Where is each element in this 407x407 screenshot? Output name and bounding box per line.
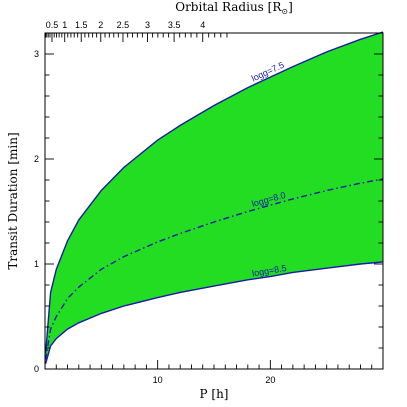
x-tick-label-2: 20 xyxy=(265,375,275,385)
x-axis-title: P [h] xyxy=(200,387,229,401)
series-line-3 xyxy=(44,261,384,364)
top-axis-title: Orbital Radius [R⊙] xyxy=(175,0,293,16)
top-tick-label-6: 3 xyxy=(145,20,150,30)
tick-marks xyxy=(45,33,383,369)
top-axis-title-sub: ⊙ xyxy=(281,7,288,16)
series-line-1 xyxy=(44,31,384,354)
y-tick-label-3: 2 xyxy=(34,154,39,164)
y-tick-label-4: 3 xyxy=(34,49,39,59)
top-tick-label-3: 1.5 xyxy=(75,20,88,30)
top-tick-label-4: 2 xyxy=(98,20,103,30)
y-axis-title: Transit Duration [min] xyxy=(6,132,20,269)
series-layer xyxy=(44,31,384,364)
y-tick-label-1: 0 xyxy=(34,364,39,374)
duration-band-fill xyxy=(45,32,383,364)
top-axis-title-close: ] xyxy=(288,0,293,14)
series-line-2 xyxy=(44,178,384,360)
top-tick-label-5: 2.5 xyxy=(117,20,130,30)
y-tick-label-2: 1 xyxy=(34,259,39,269)
top-tick-label-2: 1 xyxy=(62,20,67,30)
top-tick-label-8: 4 xyxy=(200,20,205,30)
x-tick-label-1: 10 xyxy=(153,375,163,385)
top-axis-title-main: Orbital Radius [R xyxy=(175,0,282,14)
top-tick-label-7: 3.5 xyxy=(168,20,181,30)
top-tick-label-1: 0.5 xyxy=(46,20,59,30)
